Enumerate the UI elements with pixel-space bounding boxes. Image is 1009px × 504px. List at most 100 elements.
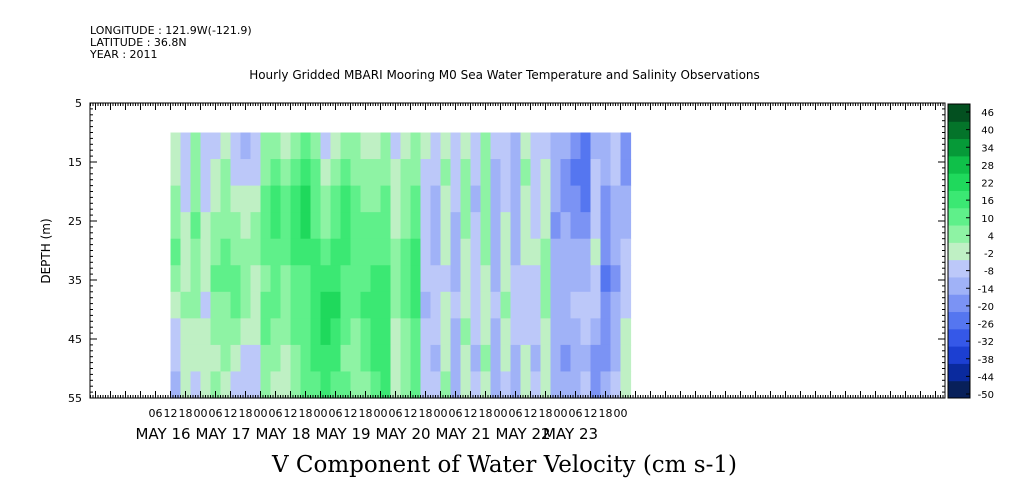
heatmap-cell bbox=[540, 265, 552, 293]
heatmap-cell bbox=[230, 238, 242, 266]
heatmap-cell bbox=[170, 238, 182, 266]
colorbar-label: -2 bbox=[984, 249, 994, 260]
heatmap-cell bbox=[400, 291, 412, 319]
heatmap-cell bbox=[440, 344, 452, 373]
heatmap-cell bbox=[430, 265, 442, 293]
heatmap-cell bbox=[490, 318, 502, 346]
x-tick-label: 12 bbox=[524, 407, 538, 420]
heatmap-cell bbox=[170, 185, 182, 213]
heatmap-cell bbox=[460, 344, 472, 373]
heatmap-cell bbox=[470, 291, 482, 319]
heatmap-cell bbox=[190, 344, 202, 373]
heatmap-cell bbox=[360, 318, 372, 346]
heatmap-cell bbox=[550, 238, 562, 266]
heatmap-cell bbox=[180, 185, 192, 213]
heatmap-cell bbox=[500, 371, 512, 399]
heatmap-cell bbox=[520, 212, 532, 240]
heatmap-cell bbox=[620, 318, 632, 346]
heatmap-cell bbox=[440, 318, 452, 346]
heatmap-cell bbox=[580, 238, 592, 266]
heatmap-cell bbox=[390, 318, 402, 346]
heatmap-cell bbox=[490, 132, 502, 160]
heatmap-cell bbox=[340, 132, 352, 160]
heatmap-cell bbox=[510, 159, 522, 187]
heatmap-cell bbox=[350, 344, 362, 373]
heatmap-cell bbox=[560, 318, 572, 346]
heatmap-cell bbox=[580, 291, 592, 319]
heatmap-cell bbox=[490, 212, 502, 240]
colorbar-swatch bbox=[948, 363, 970, 382]
heatmap-cell bbox=[480, 318, 492, 346]
heatmap-cell bbox=[370, 238, 382, 266]
heatmap-cell bbox=[380, 291, 392, 319]
heatmap-cell bbox=[340, 159, 352, 187]
heatmap-cell bbox=[200, 291, 212, 319]
x-tick-label: 06 bbox=[569, 407, 583, 420]
heatmap-cell bbox=[530, 132, 542, 160]
heatmap-cell bbox=[250, 185, 262, 213]
y-tick-label: 55 bbox=[68, 392, 82, 405]
heatmap-cell bbox=[230, 291, 242, 319]
heatmap-cell bbox=[520, 318, 532, 346]
heatmap-cell bbox=[390, 371, 402, 399]
heatmap-cell bbox=[430, 344, 442, 373]
heatmap-cell bbox=[580, 265, 592, 293]
heatmap-cell bbox=[210, 159, 222, 187]
x-day-label: MAY 23 bbox=[543, 425, 598, 443]
heatmap-cell bbox=[620, 265, 632, 293]
heatmap-cell bbox=[270, 291, 282, 319]
heatmap-cell bbox=[220, 371, 232, 399]
heatmap-cell bbox=[540, 185, 552, 213]
heatmap-cell bbox=[540, 132, 552, 160]
heatmap-cell bbox=[360, 185, 372, 213]
heatmap-cell bbox=[480, 371, 492, 399]
heatmap-cell bbox=[620, 238, 632, 266]
heatmap-cell bbox=[460, 212, 472, 240]
colorbar-swatch bbox=[948, 173, 970, 191]
heatmap-cell bbox=[270, 265, 282, 293]
heatmap-cell bbox=[250, 132, 262, 160]
heatmap-cell bbox=[600, 238, 612, 266]
heatmap-cell bbox=[430, 132, 442, 160]
x-tick-label: 00 bbox=[254, 407, 268, 420]
heatmap-cell bbox=[330, 265, 342, 293]
heatmap-cell bbox=[530, 238, 542, 266]
heatmap-cell bbox=[310, 238, 322, 266]
heatmap-cell bbox=[300, 238, 312, 266]
heatmap-cell bbox=[260, 318, 272, 346]
heatmap-cell bbox=[340, 212, 352, 240]
heatmap-cell bbox=[380, 185, 392, 213]
heatmap-cell bbox=[430, 291, 442, 319]
heatmap-cell bbox=[450, 344, 462, 373]
heatmap-cell bbox=[570, 371, 582, 399]
heatmap-cell bbox=[180, 159, 192, 187]
heatmap-cell bbox=[500, 265, 512, 293]
x-tick-label: 18 bbox=[599, 407, 613, 420]
heatmap-cell bbox=[470, 212, 482, 240]
heatmap-cell bbox=[290, 371, 302, 399]
x-axis: 06 12 18 00 06 12 18 00 06 12 18 00 06 12 18 00 06 12 18 00… bbox=[90, 103, 944, 443]
heatmap-cell bbox=[490, 344, 502, 373]
heatmap-cell bbox=[400, 212, 412, 240]
heatmap-cell bbox=[290, 344, 302, 373]
heatmap-cell bbox=[380, 212, 392, 240]
heatmap-cell bbox=[440, 159, 452, 187]
colorbar-swatch bbox=[948, 346, 970, 364]
heatmap-cell bbox=[460, 265, 472, 293]
y-tick-label: 15 bbox=[68, 156, 82, 169]
heatmap-cell bbox=[460, 238, 472, 266]
heatmap-cell bbox=[320, 212, 332, 240]
heatmap-cell bbox=[330, 185, 342, 213]
heatmap-cell bbox=[470, 344, 482, 373]
heatmap-cell bbox=[280, 371, 292, 399]
heatmap-cell bbox=[200, 344, 212, 373]
heatmap-cell bbox=[210, 212, 222, 240]
heatmap-cell bbox=[500, 344, 512, 373]
heatmap-cell bbox=[390, 238, 402, 266]
heatmap-cell bbox=[510, 344, 522, 373]
heatmap-cell bbox=[370, 344, 382, 373]
heatmap-cell bbox=[430, 371, 442, 399]
heatmap-cell bbox=[210, 265, 222, 293]
heatmap-cell bbox=[220, 291, 232, 319]
heatmap-cell bbox=[600, 344, 612, 373]
